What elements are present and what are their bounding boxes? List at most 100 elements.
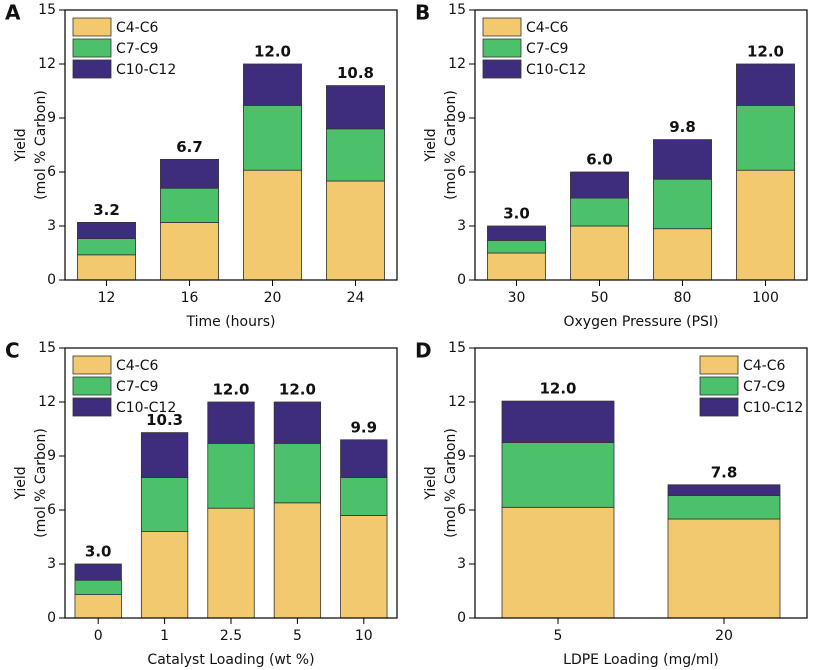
legend-swatch: [72, 38, 112, 58]
bar-segment: [653, 178, 712, 230]
x-tick-label: 100: [752, 290, 779, 306]
total-label: 3.0: [85, 543, 112, 561]
bar-segment: [736, 63, 795, 106]
y-axis-label: Yield: [13, 128, 29, 162]
total-label: 12.0: [279, 381, 316, 399]
plot-frame: [64, 347, 398, 619]
legend-label: C4-C6: [116, 358, 159, 374]
legend-swatch: [699, 376, 739, 396]
legend-label: C7-C9: [743, 379, 785, 395]
bar-segment: [340, 515, 388, 619]
panel-label: C: [5, 339, 20, 363]
x-tick-label: 16: [181, 290, 199, 306]
bar-segment: [77, 221, 136, 239]
legend-label: C4-C6: [743, 358, 786, 374]
bar-segment: [207, 401, 255, 444]
y-tick-label: 9: [457, 110, 466, 126]
bar-segment: [736, 169, 795, 281]
total-label: 12.0: [747, 43, 784, 61]
bar-segment: [340, 439, 388, 478]
y-tick-label: 6: [457, 164, 466, 180]
bar-segment: [501, 442, 615, 508]
y-axis-label: (mol % Carbon): [33, 428, 49, 538]
x-axis-label: Catalyst Loading (wt %): [147, 652, 314, 668]
bar-segment: [487, 225, 546, 241]
legend-swatch: [72, 397, 112, 417]
total-label: 12.0: [254, 43, 291, 61]
x-tick-label: 10: [355, 628, 373, 644]
bar-segment: [501, 400, 615, 443]
y-axis-label: Yield: [423, 466, 439, 500]
panel-label: D: [415, 339, 432, 363]
legend-swatch: [482, 59, 522, 79]
legend-label: C10-C12: [743, 400, 803, 416]
y-axis-label: Yield: [13, 466, 29, 500]
plot-frame: [474, 347, 808, 619]
total-label: 10.8: [337, 64, 374, 82]
legend-swatch: [72, 59, 112, 79]
x-tick-label: 5: [554, 628, 563, 644]
panel-label: A: [5, 1, 21, 25]
total-label: 6.0: [586, 151, 613, 169]
bar-segment: [326, 128, 385, 182]
legend-label: C7-C9: [116, 41, 158, 57]
x-tick-label: 1: [160, 628, 169, 644]
legend-swatch: [482, 38, 522, 58]
y-axis-label: (mol % Carbon): [33, 90, 49, 200]
bar-segment: [243, 63, 302, 106]
y-tick-label: 3: [47, 556, 56, 572]
legend-swatch: [699, 397, 739, 417]
y-tick-label: 9: [457, 448, 466, 464]
bar-segment: [667, 495, 781, 520]
x-axis-label: Oxygen Pressure (PSI): [563, 314, 718, 330]
bar-segment: [667, 518, 781, 619]
y-tick-label: 12: [38, 56, 56, 72]
x-tick-label: 50: [591, 290, 609, 306]
total-label: 12.0: [539, 380, 576, 398]
bar-segment: [570, 225, 629, 281]
x-tick-label: 30: [508, 290, 526, 306]
bar-segment: [243, 105, 302, 171]
x-axis-label: LDPE Loading (mg/ml): [563, 652, 719, 668]
bar-segment: [160, 187, 219, 223]
total-label: 9.8: [669, 118, 696, 136]
y-tick-label: 12: [448, 56, 466, 72]
total-label: 6.7: [176, 138, 203, 156]
x-tick-label: 80: [674, 290, 692, 306]
legend-label: C4-C6: [526, 20, 569, 36]
total-label: 12.0: [212, 381, 249, 399]
bar-segment: [74, 563, 122, 581]
bar-segment: [340, 477, 388, 516]
y-tick-label: 15: [448, 340, 466, 356]
legend-label: C7-C9: [526, 41, 568, 57]
bar-segment: [140, 531, 189, 619]
plot-frame: [474, 9, 808, 281]
y-tick-label: 6: [47, 164, 56, 180]
y-tick-label: 15: [448, 2, 466, 18]
y-axis-label: (mol % Carbon): [443, 90, 459, 200]
x-tick-label: 12: [98, 290, 116, 306]
y-axis-label: (mol % Carbon): [443, 428, 459, 538]
legend-swatch: [699, 355, 739, 375]
y-tick-label: 9: [47, 448, 56, 464]
y-tick-label: 6: [47, 502, 56, 518]
y-tick-label: 6: [457, 502, 466, 518]
bar-segment: [140, 477, 189, 533]
legend-label: C10-C12: [116, 400, 176, 416]
total-label: 3.0: [503, 205, 530, 223]
legend-label: C10-C12: [526, 62, 586, 78]
total-label: 10.3: [146, 411, 183, 429]
y-tick-label: 0: [457, 610, 466, 626]
x-tick-label: 20: [264, 290, 282, 306]
bar-segment: [77, 238, 136, 256]
legend-label: C10-C12: [116, 62, 176, 78]
y-tick-label: 9: [47, 110, 56, 126]
bar-segment: [501, 506, 615, 619]
x-tick-label: 24: [347, 290, 365, 306]
bar-segment: [207, 442, 255, 509]
bar-segment: [326, 180, 385, 281]
bar-segment: [326, 85, 385, 130]
panel-label: B: [415, 1, 430, 25]
y-tick-label: 12: [38, 394, 56, 410]
